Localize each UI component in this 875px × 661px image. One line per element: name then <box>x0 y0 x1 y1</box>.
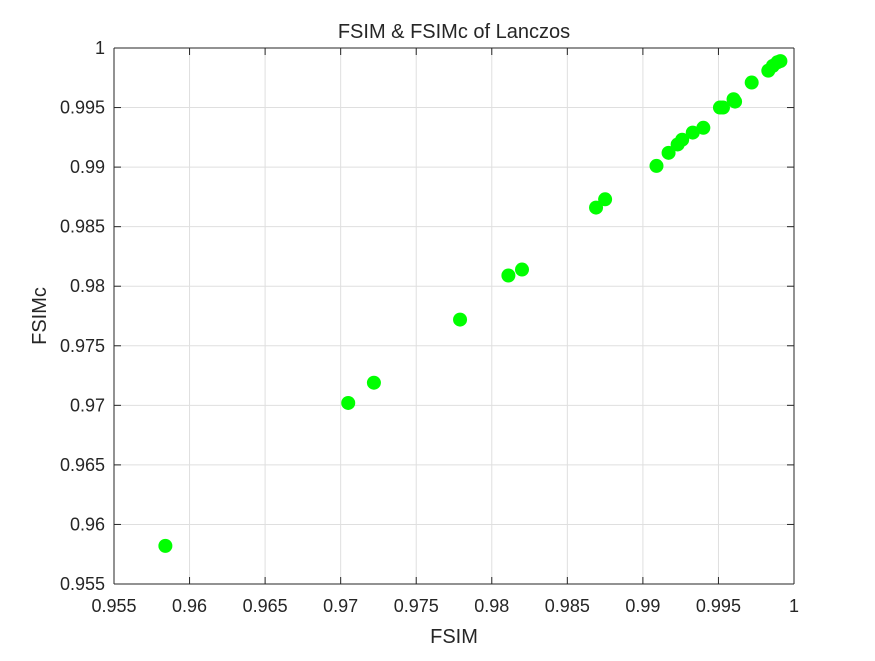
x-tick-label: 0.955 <box>91 596 136 616</box>
x-axis-label: FSIM <box>430 626 478 648</box>
data-point <box>501 268 516 283</box>
data-point <box>715 100 730 115</box>
y-tick-label: 0.965 <box>60 455 105 475</box>
x-tick-label: 0.99 <box>625 596 660 616</box>
data-point <box>675 132 690 147</box>
data-point <box>649 158 664 173</box>
data-points <box>158 54 788 553</box>
y-tick-label: 0.985 <box>60 217 105 237</box>
data-point <box>341 395 356 410</box>
y-tick-label: 0.98 <box>70 276 105 296</box>
tick-marks <box>113 47 795 585</box>
data-point <box>453 312 468 327</box>
x-tick-label: 0.995 <box>696 596 741 616</box>
data-point <box>158 538 173 553</box>
chart-title: FSIM & FSIMc of Lanczos <box>338 21 570 43</box>
data-point <box>515 262 529 277</box>
y-tick-label: 1 <box>95 38 105 58</box>
x-tick-label: 0.96 <box>172 596 207 616</box>
x-tick-label: 1 <box>789 596 799 616</box>
y-tick-label: 0.955 <box>60 574 105 594</box>
y-tick-label: 0.975 <box>60 336 105 356</box>
data-point <box>773 54 788 69</box>
data-point <box>696 120 711 135</box>
data-point <box>589 200 604 215</box>
x-tick-label: 0.965 <box>243 596 288 616</box>
y-tick-label: 0.97 <box>70 395 105 415</box>
data-point <box>598 192 613 207</box>
x-tick-label: 0.97 <box>323 596 358 616</box>
y-tick-label: 0.99 <box>70 157 105 177</box>
axes <box>113 47 795 585</box>
y-tick-label: 0.96 <box>70 514 105 534</box>
tick-labels: 0.955 0.96 0.965 0.97 0.975 0.98 0.985 0.99 0.99… <box>60 38 799 616</box>
data-point <box>366 375 381 390</box>
x-tick-label: 0.98 <box>474 596 509 616</box>
x-tick-label: 0.985 <box>545 596 590 616</box>
data-point <box>661 145 676 160</box>
data-point <box>728 94 743 109</box>
y-axis-label: FSIMc <box>29 287 51 345</box>
data-point <box>685 125 700 140</box>
grid-lines <box>113 47 795 585</box>
data-point <box>744 75 759 90</box>
y-tick-label: 0.995 <box>60 98 105 118</box>
x-tick-label: 0.975 <box>394 596 439 616</box>
